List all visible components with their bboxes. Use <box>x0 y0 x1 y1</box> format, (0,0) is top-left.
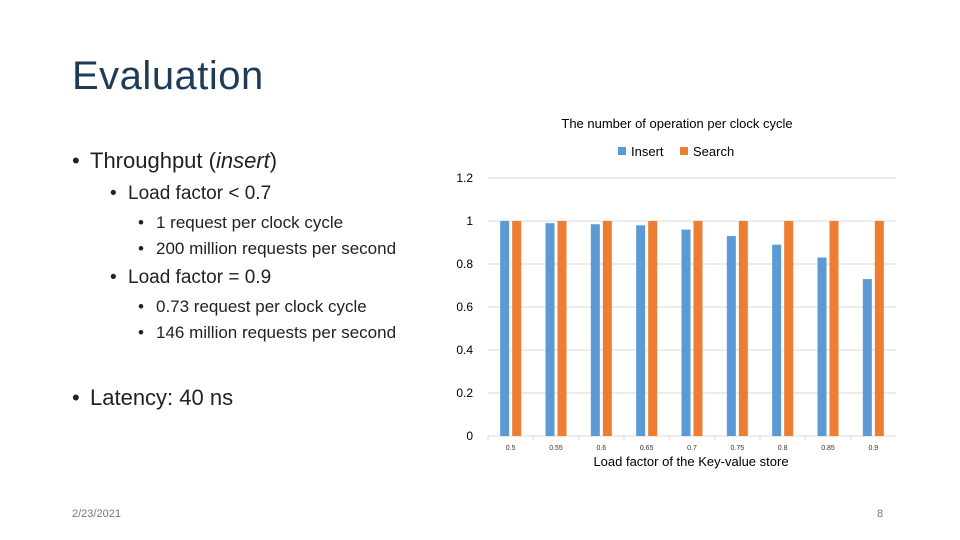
throughput-italic: insert <box>215 148 270 173</box>
bullet-text: 200 million requests per second <box>156 239 397 258</box>
legend-swatch-search <box>680 147 688 155</box>
bar-search-0.5 <box>512 221 522 436</box>
x-tick-label: 0.6 <box>596 445 606 452</box>
bar-insert-0.7 <box>681 229 691 436</box>
bullet-text: 0.73 request per clock cycle <box>156 297 367 316</box>
x-tick-label: 0.55 <box>549 445 563 452</box>
x-tick-label: 0.85 <box>821 445 835 452</box>
bar-search-0.65 <box>648 221 658 436</box>
bullet-dot-icon: • <box>138 297 144 316</box>
chart-bars <box>500 221 884 436</box>
bar-insert-0.55 <box>545 223 555 436</box>
x-tick-label: 0.9 <box>868 445 878 452</box>
bar-search-0.6 <box>602 221 612 436</box>
bar-insert-0.6 <box>590 224 600 436</box>
bullet-load-factor-eq: • Load factor = 0.9 <box>110 267 271 289</box>
bullet-dot-icon: • <box>138 323 144 342</box>
bullet-throughput: • Throughput (insert) <box>72 148 277 174</box>
legend-swatch-insert <box>618 147 626 155</box>
page-number: 8 <box>877 508 884 520</box>
bar-insert-0.75 <box>726 236 736 436</box>
bullet-lf-lt-2: • 200 million requests per second <box>138 239 396 259</box>
bullet-text: Latency: 40 ns <box>90 385 234 410</box>
x-tick-label: 0.75 <box>731 445 745 452</box>
bar-search-0.7 <box>693 221 703 436</box>
slide-title: Evaluation <box>72 54 264 98</box>
legend-label-search: Search <box>693 144 734 159</box>
x-axis-label: Load factor of the Key-value store <box>593 454 788 469</box>
y-tick-label: 0 <box>466 429 473 443</box>
y-tick-label: 0.6 <box>456 300 473 314</box>
x-tick-label: 0.65 <box>640 445 654 452</box>
chart-legend: Insert Search <box>618 144 734 159</box>
legend-label-insert: Insert <box>631 144 664 159</box>
throughput-suffix: ) <box>269 148 278 173</box>
y-tick-label: 0.2 <box>456 386 473 400</box>
bar-search-0.55 <box>557 221 567 436</box>
bullet-text: 146 million requests per second <box>156 323 397 342</box>
bullet-lf-eq-2: • 146 million requests per second <box>138 323 396 343</box>
chart-gridlines <box>488 177 896 437</box>
footer-date: 2/23/2021 <box>72 508 121 520</box>
bullet-dot-icon: • <box>110 183 117 204</box>
bar-search-0.75 <box>738 221 748 436</box>
throughput-prefix: Throughput ( <box>90 148 216 173</box>
bar-insert-0.65 <box>636 225 646 436</box>
x-tick-label: 0.7 <box>687 445 697 452</box>
bar-insert-0.5 <box>500 221 510 436</box>
y-tick-label: 1.2 <box>456 171 473 185</box>
x-axis-ticks: 0.5 0.55 0.6 0.65 0.7 0.75 0.8 0.85 0.9 <box>487 436 878 452</box>
y-tick-label: 0.8 <box>456 257 473 271</box>
y-tick-label: 0.4 <box>456 343 473 357</box>
bullet-load-factor-lt: • Load factor < 0.7 <box>110 183 271 205</box>
bar-search-0.8 <box>784 221 794 436</box>
bullet-latency: • Latency: 40 ns <box>72 385 233 411</box>
bullet-dot-icon: • <box>72 148 80 173</box>
x-tick-label: 0.8 <box>778 445 788 452</box>
bullet-dot-icon: • <box>110 267 117 288</box>
bar-insert-0.9 <box>862 279 872 436</box>
y-axis-ticks: 0 0.2 0.4 0.6 0.8 1 1.2 <box>456 171 473 443</box>
bullet-dot-icon: • <box>138 213 144 232</box>
chart-title: The number of operation per clock cycle <box>561 116 792 131</box>
bullet-text: Load factor < 0.7 <box>128 183 272 204</box>
bullet-lf-lt-1: • 1 request per clock cycle <box>138 213 343 233</box>
bullet-dot-icon: • <box>138 239 144 258</box>
y-tick-label: 1 <box>466 214 473 228</box>
bullet-lf-eq-1: • 0.73 request per clock cycle <box>138 297 367 317</box>
bar-search-0.85 <box>829 221 839 436</box>
bullet-text: 1 request per clock cycle <box>156 213 344 232</box>
bar-insert-0.8 <box>772 244 782 436</box>
bullet-text: Load factor = 0.9 <box>128 267 272 288</box>
x-tick-label: 0.5 <box>506 445 516 452</box>
bullet-dot-icon: • <box>72 385 80 410</box>
bar-search-0.9 <box>874 221 884 436</box>
bar-insert-0.85 <box>817 257 827 436</box>
